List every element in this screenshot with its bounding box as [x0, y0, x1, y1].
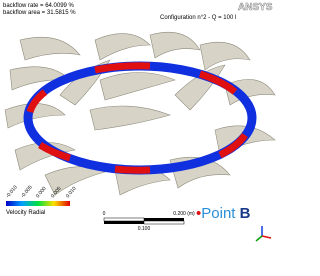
backflow-rate: backflow rate = 64.0099 % [3, 3, 75, 9]
colorbar-tick: 0.000 [35, 186, 48, 200]
colorbar-tick: 0.010 [65, 186, 78, 200]
configuration: Configuration n°2 - Q = 100 l [160, 15, 236, 21]
colorbar-tick: -0.005 [20, 184, 34, 199]
screenshot: backflow rate = 64.0099 % backflow area … [0, 0, 278, 271]
scale-bar: 0 0.200 (m) 0.100 [103, 211, 195, 232]
scale-middle: 0.100 [138, 226, 151, 232]
point-text: Point [201, 205, 239, 222]
point-letter: B [240, 205, 251, 222]
backflow-area: backflow area = 31.5815 % [3, 10, 76, 16]
colorbar-gradient [6, 201, 70, 206]
scale-start: 0 [103, 211, 106, 217]
logo: ANSYS [238, 2, 273, 13]
colorbar-tick: -0.010 [5, 184, 19, 199]
scale-end: 0.200 (m) [173, 211, 195, 217]
axis-triad [256, 226, 271, 241]
point-label: •Point B [196, 205, 251, 222]
colorbar-title: Velocity Radial [6, 210, 45, 216]
